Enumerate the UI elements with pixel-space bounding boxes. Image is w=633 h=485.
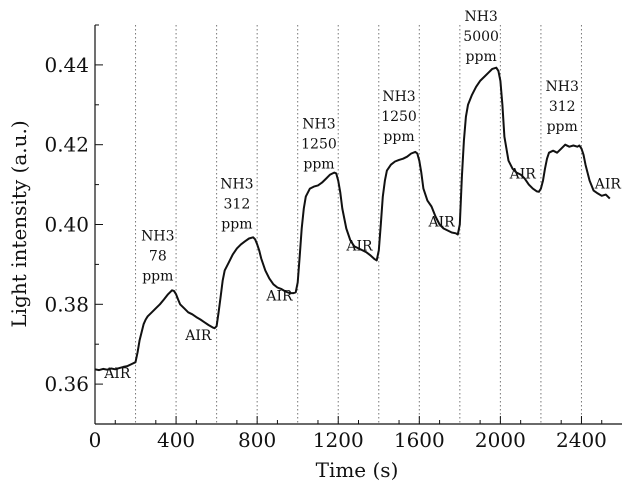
plot-frame xyxy=(95,25,622,424)
axes xyxy=(94,25,622,425)
x-tick-label: 2000 xyxy=(475,428,526,452)
y-axis-title: Light intensity (a.u.) xyxy=(7,120,31,327)
annotation-label: NH3 1250 ppm xyxy=(301,117,337,173)
y-tick-label: 0.42 xyxy=(44,133,89,157)
x-tick-label: 800 xyxy=(238,428,276,452)
y-tick-label: 0.44 xyxy=(44,53,89,77)
x-axis-title: Time (s) xyxy=(316,458,399,482)
annotation-label: NH3 312 ppm xyxy=(546,79,579,135)
y-tick-label: 0.36 xyxy=(44,372,89,396)
series-line xyxy=(94,66,611,372)
y-tick-label: 0.40 xyxy=(44,213,89,237)
x-tick-label: 1200 xyxy=(313,428,364,452)
annotation-label: AIR xyxy=(184,328,212,344)
annotation-label: AIR xyxy=(103,366,131,382)
dotted-guide-lines xyxy=(135,25,582,424)
annotation-label: NH3 312 ppm xyxy=(220,177,253,233)
x-tick-label: 0 xyxy=(89,428,102,452)
x-tick-label: 1600 xyxy=(394,428,445,452)
x-tick-label: 2400 xyxy=(556,428,607,452)
annotations: AIR NH3 78 ppm AIR NH3 312 ppm AIR NH3 1250 ppm AIR N… xyxy=(103,9,621,382)
axis-ticks: 0 400 800 1200 1600 2000 2400 0.36 0.38 0.40 0.42 0… xyxy=(44,24,607,452)
annotation-label: AIR xyxy=(265,288,293,304)
series-layer xyxy=(94,66,611,372)
annotation-label: NH3 1250 ppm xyxy=(381,89,417,145)
y-tick-label: 0.38 xyxy=(44,292,89,316)
annotation-label: AIR xyxy=(594,177,622,193)
annotation-label: AIR xyxy=(428,214,456,230)
annotation-label: NH3 5000 ppm xyxy=(463,9,499,65)
annotation-label: AIR xyxy=(345,238,373,254)
x-tick-label: 400 xyxy=(157,428,195,452)
annotation-label: AIR xyxy=(509,167,537,183)
annotation-label: NH3 78 ppm xyxy=(141,228,174,284)
